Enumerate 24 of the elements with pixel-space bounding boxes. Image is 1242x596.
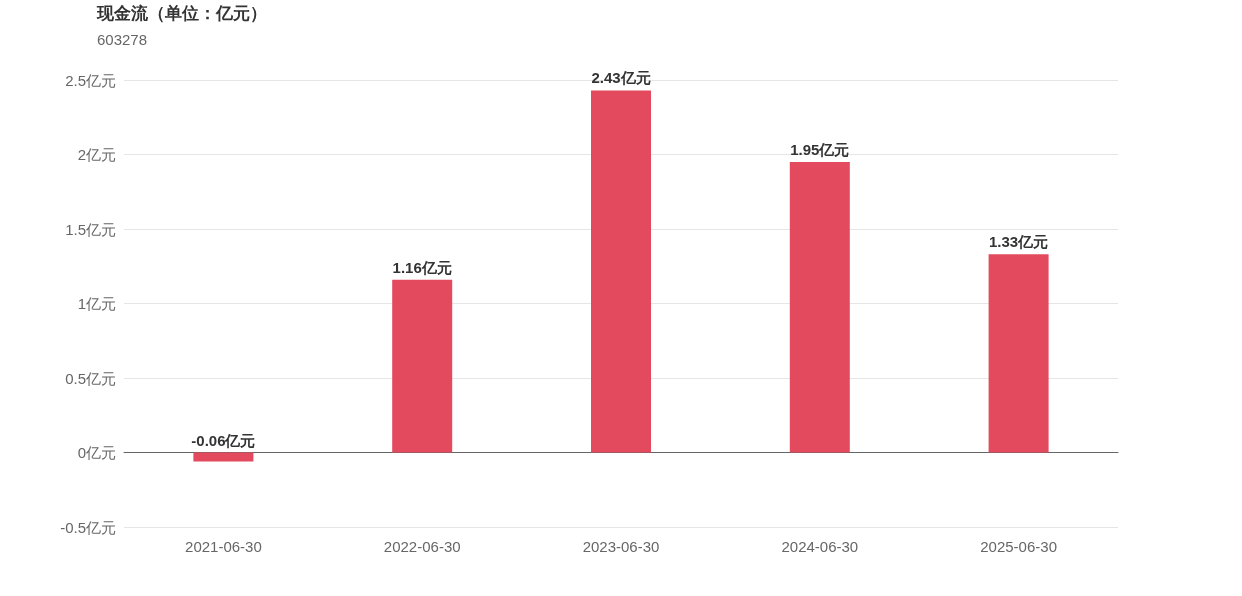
x-tick-label: 2024-06-30 bbox=[781, 538, 859, 555]
bar bbox=[193, 452, 254, 462]
x-tick-label: 2022-06-30 bbox=[383, 538, 461, 555]
bar bbox=[591, 90, 651, 453]
y-tick-label: 2亿元 bbox=[77, 146, 116, 163]
x-tick-label: 2023-06-30 bbox=[582, 538, 660, 555]
y-tick-label: -0.5亿元 bbox=[60, 518, 116, 536]
y-tick-label: 2.5亿元 bbox=[65, 71, 116, 89]
bar bbox=[392, 279, 453, 453]
data-label: 1.33亿元 bbox=[989, 233, 1049, 251]
data-label: 1.95亿元 bbox=[790, 140, 850, 158]
y-tick-label: 1.5亿元 bbox=[65, 220, 116, 238]
data-label: -0.06亿元 bbox=[191, 431, 256, 449]
x-tick-label: 2021-06-30 bbox=[185, 538, 262, 555]
y-tick-label: 0.5亿元 bbox=[65, 369, 116, 387]
data-label: 1.16亿元 bbox=[392, 258, 452, 276]
chart-subtitle: 603278 bbox=[97, 31, 148, 48]
data-label: 2.43亿元 bbox=[591, 69, 651, 87]
bar bbox=[988, 254, 1049, 453]
y-tick-label: 1亿元 bbox=[77, 295, 116, 312]
bar bbox=[789, 161, 850, 453]
x-tick-label: 2025-06-30 bbox=[980, 538, 1057, 555]
chart-title: 现金流（单位：亿元） bbox=[96, 4, 267, 23]
y-tick-label: 0亿元 bbox=[77, 444, 116, 461]
